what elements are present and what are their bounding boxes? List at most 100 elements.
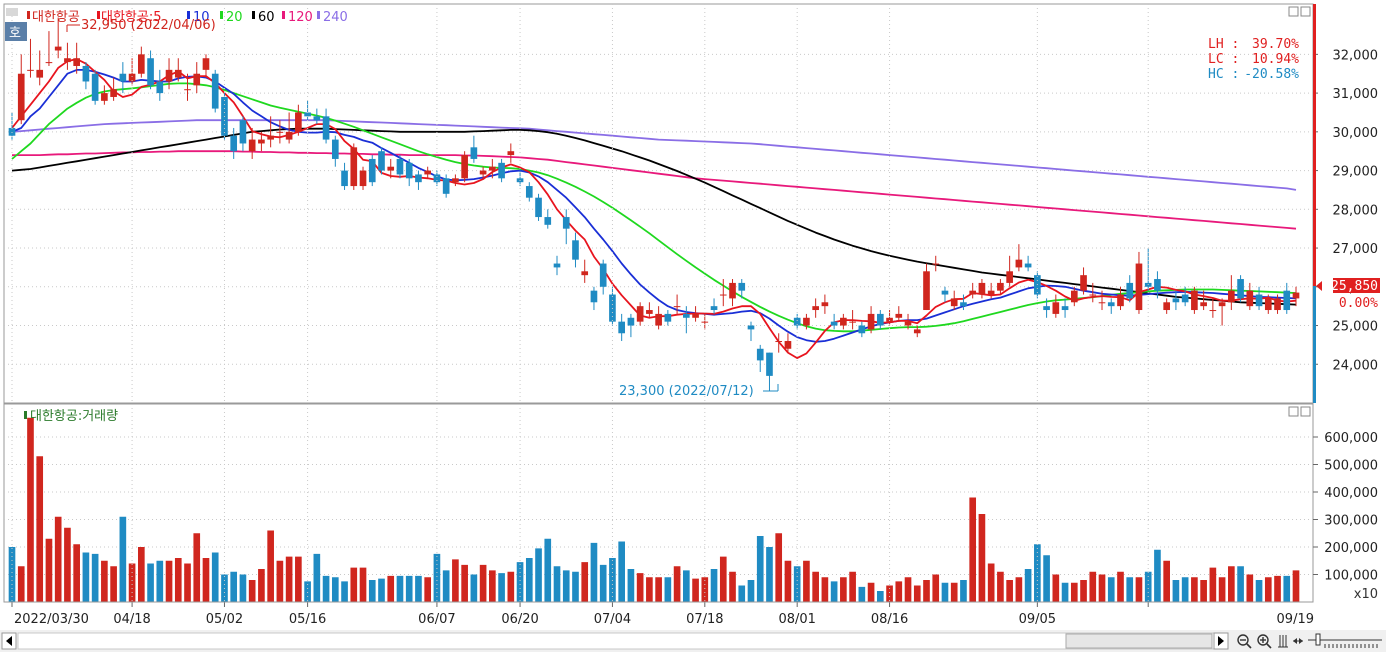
slider-icon[interactable] bbox=[1308, 633, 1382, 648]
candle-body bbox=[1237, 279, 1244, 299]
scroll-thumb[interactable] bbox=[1065, 633, 1213, 649]
volume-bar bbox=[1126, 577, 1134, 602]
volume-panel-close-icon[interactable] bbox=[1300, 406, 1311, 417]
volume-bar bbox=[137, 547, 145, 602]
volume-bar bbox=[110, 566, 117, 602]
volume-bar bbox=[1181, 577, 1189, 602]
volume-bar bbox=[470, 574, 478, 602]
candle-body bbox=[1218, 302, 1226, 307]
range-indicator-down bbox=[1313, 286, 1316, 403]
volume-bar bbox=[507, 571, 515, 602]
price-tick-label: 29,000 bbox=[1333, 165, 1379, 180]
x-tick-label: 2022/03/30 bbox=[14, 612, 89, 627]
volume-panel-frame bbox=[3, 403, 1314, 603]
candle-body bbox=[17, 73, 25, 121]
x-tick-label: 07/18 bbox=[686, 612, 723, 627]
volume-bar bbox=[202, 558, 210, 602]
candle-body bbox=[174, 69, 182, 78]
candle-body bbox=[101, 93, 108, 101]
info-lh-value: 39.70% bbox=[1252, 37, 1299, 52]
candle-body bbox=[664, 313, 672, 322]
candle-body bbox=[1292, 292, 1300, 299]
candle-body bbox=[840, 317, 847, 326]
volume-bar bbox=[544, 538, 552, 602]
candle-body bbox=[1052, 302, 1060, 314]
legend-ma5: 대한항공:5 bbox=[101, 10, 162, 25]
volume-bar bbox=[1163, 560, 1171, 602]
low-annotation-label: 23,300 (2022/07/12) bbox=[619, 384, 754, 399]
candle-body bbox=[747, 325, 755, 330]
scroll-track[interactable] bbox=[17, 632, 1215, 650]
volume-bar bbox=[405, 575, 413, 602]
ma-line-5 bbox=[11, 58, 1297, 360]
volume-bar bbox=[876, 591, 884, 602]
zoom-in-icon[interactable] bbox=[1257, 634, 1272, 649]
candle-body bbox=[387, 166, 395, 171]
candle-body bbox=[710, 306, 718, 311]
candle-body bbox=[997, 282, 1004, 291]
volume-bar bbox=[1061, 582, 1069, 602]
price-panel-minimize-icon[interactable] bbox=[1288, 6, 1299, 17]
volume-bar bbox=[313, 553, 321, 602]
candle-body bbox=[1043, 306, 1050, 311]
candle-body bbox=[137, 54, 145, 74]
volume-bar bbox=[941, 582, 949, 602]
legend-marker-ma120 bbox=[282, 11, 285, 19]
candle-body bbox=[211, 73, 219, 109]
zoom-out-icon[interactable] bbox=[1237, 634, 1252, 649]
volume-tick-label: 600,000 bbox=[1324, 431, 1378, 446]
volume-bar bbox=[433, 553, 441, 602]
volume-bar bbox=[1144, 571, 1152, 602]
volume-bar bbox=[1274, 575, 1281, 602]
candle-body bbox=[489, 166, 496, 171]
volume-bar bbox=[1024, 569, 1032, 602]
price-panel-close-icon[interactable] bbox=[1300, 6, 1311, 17]
volume-bar bbox=[174, 558, 182, 602]
ma-line-120 bbox=[12, 150, 1297, 230]
volume-bar bbox=[895, 581, 903, 602]
candle-body bbox=[1024, 263, 1032, 268]
candle-body bbox=[128, 73, 136, 82]
legend-toggle-icon[interactable] bbox=[6, 8, 18, 16]
candle-body bbox=[1135, 263, 1143, 311]
candle-body bbox=[1228, 290, 1235, 303]
legend-ma240: 240 bbox=[323, 10, 348, 25]
x-tick-label: 05/16 bbox=[289, 612, 326, 627]
candle-body bbox=[1070, 290, 1078, 303]
price-tick-label: 24,000 bbox=[1333, 358, 1379, 373]
volume-bar bbox=[295, 556, 302, 602]
candle-body bbox=[525, 186, 533, 198]
candle-body bbox=[987, 290, 995, 295]
volume-bar bbox=[91, 553, 99, 602]
volume-bar bbox=[599, 564, 607, 602]
candle-body bbox=[544, 217, 552, 225]
volume-bar bbox=[1052, 574, 1060, 602]
volume-bar bbox=[424, 577, 432, 602]
side-badge-label: 호 bbox=[9, 26, 21, 41]
volume-bar bbox=[64, 527, 71, 602]
candle-body bbox=[1209, 310, 1217, 312]
scroll-left-icon bbox=[6, 636, 12, 646]
volume-bar bbox=[904, 577, 912, 602]
volume-bar bbox=[331, 577, 339, 602]
expand-icon[interactable] bbox=[1278, 635, 1288, 648]
candle-body bbox=[738, 282, 746, 291]
volume-bar bbox=[525, 558, 533, 602]
candle-body bbox=[1015, 259, 1023, 268]
volume-bar bbox=[655, 577, 662, 602]
volume-y-ticks: 600,000 500,000 400,000 300,000 200,000 100,0… bbox=[1313, 431, 1378, 584]
candle-body bbox=[470, 147, 478, 159]
volume-bar bbox=[442, 570, 450, 602]
volume-bar bbox=[54, 516, 62, 602]
compress-icon[interactable] bbox=[1293, 638, 1303, 644]
volume-panel-minimize-icon[interactable] bbox=[1288, 406, 1299, 417]
candle-body bbox=[1089, 294, 1097, 296]
volume-bar bbox=[1154, 549, 1161, 602]
volume-bar bbox=[1218, 577, 1226, 602]
side-badge-box[interactable] bbox=[5, 22, 27, 41]
volume-bar bbox=[285, 556, 293, 602]
volume-bar bbox=[396, 575, 404, 602]
legend-ma60: 60 bbox=[258, 10, 275, 25]
